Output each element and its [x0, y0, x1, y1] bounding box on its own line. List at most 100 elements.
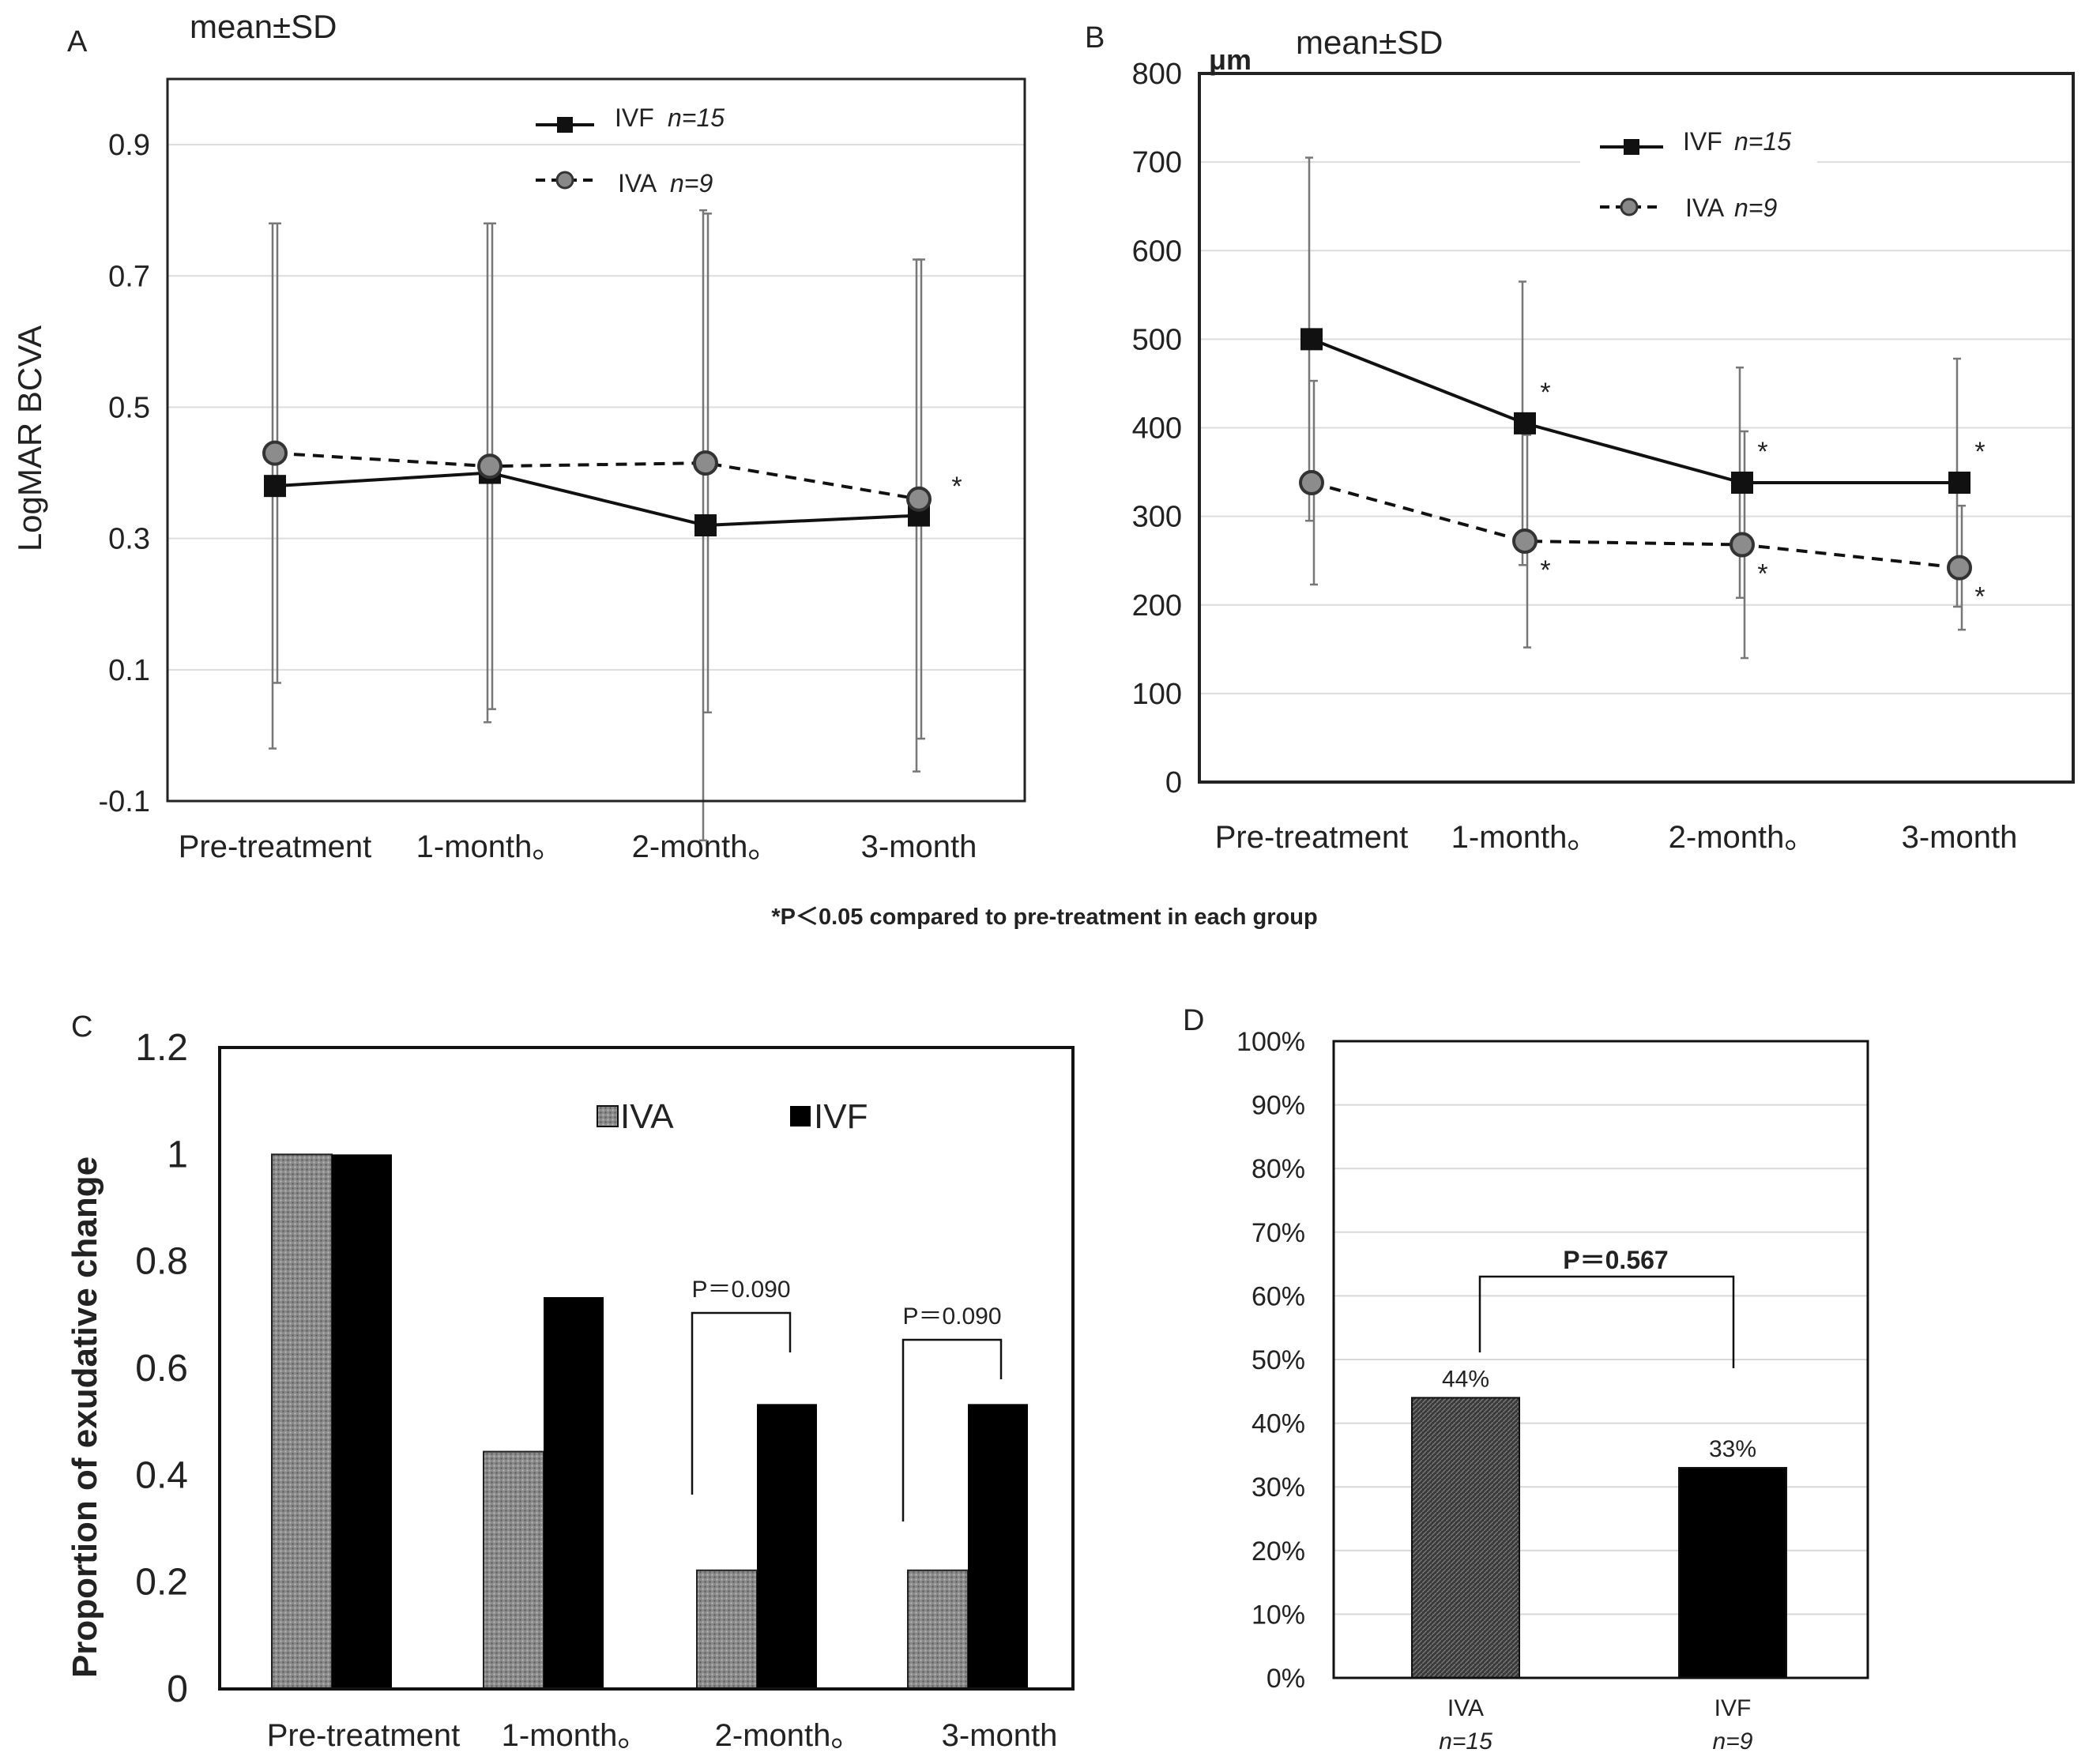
y-tick-label: 0%: [1267, 1664, 1305, 1694]
y-tick-label: -0.1: [99, 785, 150, 818]
point-ivf: [694, 514, 717, 537]
panel-d-pvalue: P＝0.567: [1478, 1246, 1735, 1368]
p-value-label: P＝0.090: [902, 1303, 1001, 1330]
y-tick-label: 0.6: [135, 1348, 188, 1390]
panel-b-letter: B: [1085, 21, 1105, 55]
y-tick-label: 30%: [1252, 1473, 1305, 1503]
y-tick-label: 1: [167, 1134, 188, 1175]
bar-iva: [483, 1450, 544, 1691]
x-tick-label: 3-month: [942, 1718, 1058, 1753]
y-tick-label: 0.8: [135, 1241, 188, 1283]
legend-iva-label: IVA: [620, 1097, 674, 1136]
panel-a-points: [262, 440, 932, 537]
panel-d-bars: 44% 33%: [1411, 1366, 1787, 1679]
panel-c-letter: C: [71, 1010, 92, 1044]
panel-a-grid: [167, 144, 1025, 671]
x-tick-n: n=9: [1713, 1728, 1753, 1755]
point-iva: [262, 440, 288, 466]
panel-a: A mean±SD LogMAR BCVA -0.1 0.1 0.3 0.5 0.7 0.…: [11, 8, 1026, 864]
legend-ivf-swatch: [790, 1106, 811, 1126]
panel-b-frame: [1198, 72, 2075, 784]
panel-b-legend: IVF n=15 IVA n=9: [1580, 126, 1817, 229]
significance-marker: *: [1540, 378, 1550, 408]
panel-a-letter: A: [67, 25, 88, 58]
x-tick-label: 1-month。: [416, 829, 564, 864]
point-iva: [906, 486, 932, 512]
legend-iva-swatch: [597, 1105, 619, 1127]
x-tick-label: 2-month。: [715, 1718, 863, 1753]
y-tick-label: 0.3: [108, 523, 150, 556]
panel-d-letter: D: [1183, 1004, 1204, 1037]
series-line-ivf: [274, 471, 920, 528]
bar-iva: [907, 1569, 969, 1691]
p-value-label: P＝0.090: [691, 1277, 790, 1303]
x-tick-label: 3-month: [1902, 820, 2018, 855]
y-tick-label: 800: [1132, 58, 1182, 91]
panel-d-xticks: IVA n=15 IVF n=9: [1439, 1695, 1753, 1755]
bar-iva: [271, 1153, 333, 1691]
point-iva: [693, 450, 718, 476]
panel-a-yticks: -0.1 0.1 0.3 0.5 0.7 0.9: [99, 129, 150, 818]
legend-ivf-n: n=15: [1734, 127, 1791, 156]
legend-ivf-label: IVF: [615, 103, 654, 132]
point-iva: [1947, 555, 1972, 581]
panel-b-points: [1299, 328, 1972, 581]
panel-b-errorbars: [1305, 156, 1966, 660]
panel-d-yticks: 0% 10% 20% 30% 40% 50% 60% 70% 80% 90% 100%: [1236, 1027, 1305, 1694]
panel-d-grid: [1334, 1104, 1868, 1679]
x-tick-label: 1-month。: [1451, 820, 1599, 855]
y-tick-label: 0.4: [135, 1454, 188, 1496]
value-label: 33%: [1709, 1436, 1756, 1462]
panel-c-ylabel: Proportion of exudative change: [66, 1157, 104, 1678]
p-value-bracket: [901, 1338, 1003, 1521]
x-tick-label: Pre-treatment: [179, 829, 372, 864]
series-line-iva: [274, 451, 920, 501]
x-tick-label: Pre-treatment: [267, 1718, 461, 1753]
point-iva: [477, 453, 502, 480]
series-line-iva: [1311, 481, 1960, 570]
panel-b-yticks: 0 100 200 300 400 500 600 700 800: [1132, 58, 1182, 799]
series-line-ivf: [1311, 337, 1959, 485]
panel-c-bars: [271, 1153, 1028, 1691]
panel-a-significance: *: [951, 472, 962, 502]
y-tick-label: 500: [1132, 323, 1182, 356]
y-tick-label: 0: [1165, 766, 1182, 799]
panel-c: C Proportion of exudative change 0 0.2 0.4…: [66, 1010, 1075, 1753]
legend-iva-label: IVA: [618, 169, 657, 197]
footnote: *P＜0.05 compared to pre-treatment in eac…: [771, 905, 1317, 930]
bar-ivf: [1678, 1467, 1787, 1679]
point-ivf: [1948, 472, 1970, 495]
panel-b: B μm mean±SD 0 100 200 300 400 500 600 700 800 P…: [1085, 21, 2075, 855]
panel-a-xticks: Pre-treatment 1-month。 2-month。 3-month: [179, 829, 977, 864]
x-tick-n: n=15: [1439, 1728, 1492, 1755]
y-tick-label: 600: [1132, 235, 1182, 268]
panel-b-annotation: mean±SD: [1296, 24, 1443, 61]
bar-iva: [696, 1569, 758, 1691]
bar-ivf: [544, 1297, 604, 1689]
y-tick-label: 20%: [1252, 1536, 1305, 1567]
y-tick-label: 60%: [1252, 1281, 1305, 1311]
legend-ivf-label: IVF: [1683, 127, 1722, 156]
y-tick-label: 400: [1132, 412, 1182, 446]
panel-d-frame: [1332, 1040, 1869, 1679]
x-tick-label: 2-month。: [1669, 820, 1816, 855]
y-tick-label: 0.9: [108, 129, 150, 162]
value-label: 44%: [1442, 1366, 1489, 1392]
x-tick-label: Pre-treatment: [1215, 820, 1409, 855]
point-iva: [1730, 532, 1755, 558]
y-tick-label: 0.1: [108, 654, 150, 687]
bar-ivf: [968, 1404, 1028, 1689]
panel-a-frame: [166, 77, 1026, 803]
y-tick-label: 40%: [1252, 1409, 1305, 1439]
significance-marker: *: [1974, 437, 1985, 467]
point-iva: [1512, 528, 1538, 555]
y-tick-label: 0: [167, 1668, 188, 1710]
point-ivf: [1514, 412, 1536, 434]
significance-marker: *: [1540, 555, 1550, 585]
significance-marker: *: [1974, 582, 1985, 612]
significance-marker: *: [1757, 559, 1767, 589]
panel-a-lines: [274, 451, 920, 528]
point-ivf: [264, 475, 286, 498]
panel-d: D 0% 10% 20% 30% 40% 50% 60% 70% 80% 90% 100% 44% 3…: [1183, 1004, 1869, 1755]
